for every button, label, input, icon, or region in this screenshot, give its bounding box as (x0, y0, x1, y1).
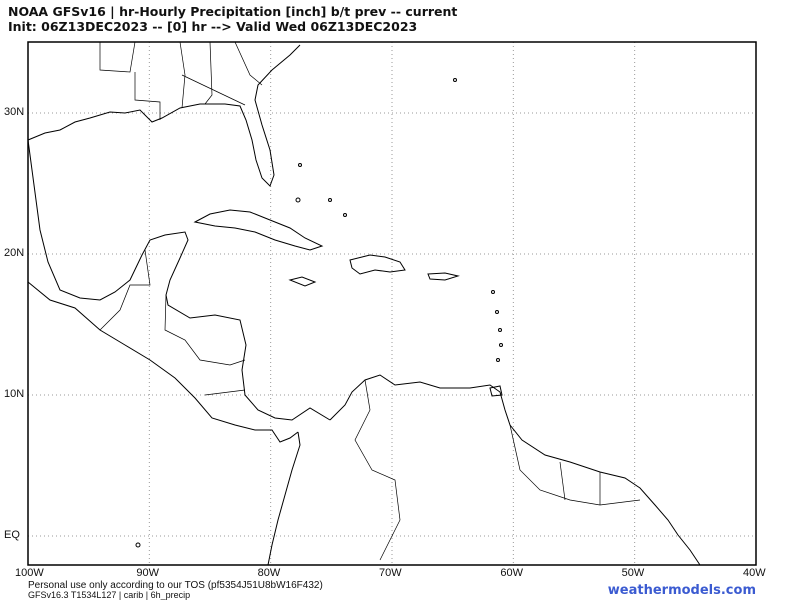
south-america-pacific-coast (267, 431, 301, 566)
central-america-borders (99, 249, 151, 331)
tos-notice: Personal use only according to our TOS (… (28, 580, 323, 591)
us-state-borders (99, 41, 136, 73)
us-state-borders (179, 41, 186, 109)
south-america-coast (329, 374, 701, 566)
central-america-borders (164, 294, 246, 366)
map-frame (27, 41, 757, 566)
grid-lines (28, 42, 756, 565)
lat-label: 10N (4, 388, 25, 400)
us-state-borders (134, 72, 161, 120)
lon-label: 60W (500, 567, 523, 579)
lat-label: 30N (4, 106, 25, 118)
lat-label: EQ (4, 529, 20, 541)
central-america-borders (204, 389, 246, 396)
us-state-borders (234, 41, 263, 86)
mexico-central-america-caribbean-coast (27, 139, 331, 421)
coastlines (27, 41, 701, 566)
central-america-pacific-coast (27, 281, 299, 443)
jamaica (288, 276, 317, 287)
us-state-borders (181, 74, 246, 106)
lon-label: 100W (15, 567, 44, 579)
south-america-borders (509, 424, 641, 506)
lon-label: 40W (743, 567, 766, 579)
model-info: GFSv16.3 T1534L127 | carib | 6h_precip (28, 590, 191, 600)
trinidad (489, 385, 503, 397)
lon-label: 80W (257, 567, 281, 579)
lon-label: 50W (621, 567, 645, 579)
us-state-borders (204, 41, 213, 105)
south-america-borders (559, 461, 566, 501)
chart-subtitle: Init: 06Z13DEC2023 -- [0] hr --> Valid W… (8, 19, 418, 34)
us-gulf-coast (27, 44, 301, 187)
lat-label: 20N (4, 247, 25, 259)
lon-label: 90W (136, 567, 159, 579)
brand-link[interactable]: weathermodels.com (607, 583, 756, 598)
south-america-borders (354, 379, 401, 561)
chart-title: NOAA GFSv16 | hr-Hourly Precipitation [i… (8, 4, 458, 19)
lon-label: 70W (379, 567, 402, 579)
hispaniola (349, 254, 406, 275)
cuba (193, 209, 324, 251)
puerto-rico (427, 272, 460, 281)
small-islands (135, 78, 503, 548)
